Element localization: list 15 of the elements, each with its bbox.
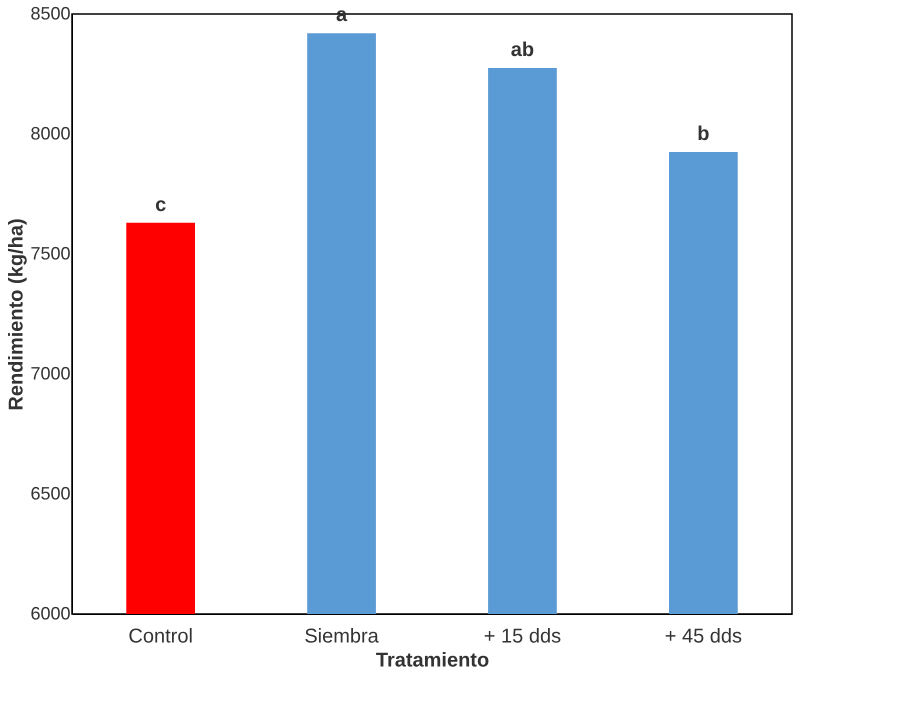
annotation: ab xyxy=(510,39,534,61)
x-axis-title: Tratamiento xyxy=(376,650,490,672)
y-tick-label: 7000 xyxy=(30,364,70,384)
x-tick-label: Siembra xyxy=(304,626,380,648)
annotation: c xyxy=(155,194,166,216)
y-tick-label: 8500 xyxy=(30,4,70,24)
y-tick-label: 8000 xyxy=(30,124,70,144)
y-tick-label: 6500 xyxy=(30,484,70,504)
x-tick-label: + 45 dds xyxy=(664,626,742,648)
y-tick-label: 6000 xyxy=(30,604,70,624)
y-tick-label: 7500 xyxy=(30,244,70,264)
x-tick-label: Control xyxy=(128,626,193,648)
annotation: b xyxy=(697,123,710,145)
y-axis-title: Rendimiento (kg/ha) xyxy=(5,218,28,411)
x-tick-label: + 15 dds xyxy=(484,626,562,648)
